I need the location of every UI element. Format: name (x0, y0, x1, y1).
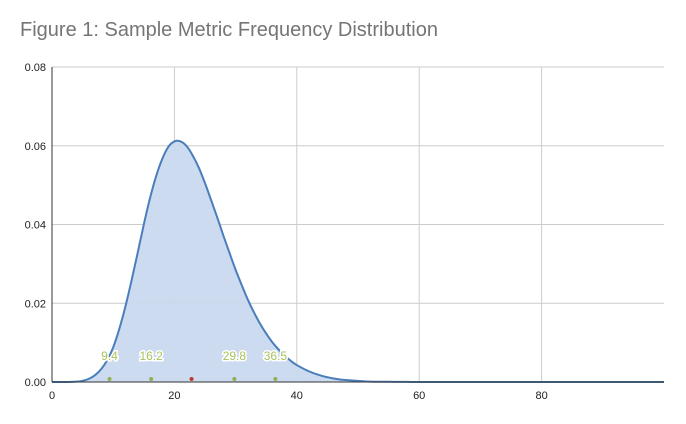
marker-points: 9.4 16.2 29.8 36.5 (100, 348, 289, 381)
x-tick-label: 20 (168, 390, 180, 402)
marker-point (232, 377, 237, 381)
marker-label: 36.5 (264, 349, 288, 363)
x-tick-label: 0 (49, 390, 55, 402)
x-tick-label: 40 (291, 390, 303, 402)
area-series (52, 139, 664, 383)
area-fill (52, 140, 664, 382)
marker-point (107, 377, 112, 381)
chart-title: Figure 1: Sample Metric Frequency Distri… (20, 19, 438, 41)
marker-label: 16.2 (139, 349, 163, 363)
y-tick-label: 0.02 (25, 298, 46, 310)
series-line (52, 139, 664, 383)
y-tick-label: 0.06 (25, 141, 46, 153)
marker-point (273, 377, 278, 381)
x-tick-label: 60 (413, 390, 425, 402)
y-tick-label: 0.04 (25, 220, 46, 232)
y-tick-label: 0.08 (25, 62, 46, 74)
marker-label: 29.8 (223, 349, 247, 363)
axes: 0.00 0.02 0.04 0.06 0.08 0 20 40 60 80 (25, 62, 664, 402)
marker-label: 9.4 (101, 349, 118, 363)
x-tick-label: 80 (535, 390, 547, 402)
marker-point (149, 377, 154, 381)
y-tick-label: 0.00 (25, 377, 46, 389)
marker-point (189, 377, 194, 381)
